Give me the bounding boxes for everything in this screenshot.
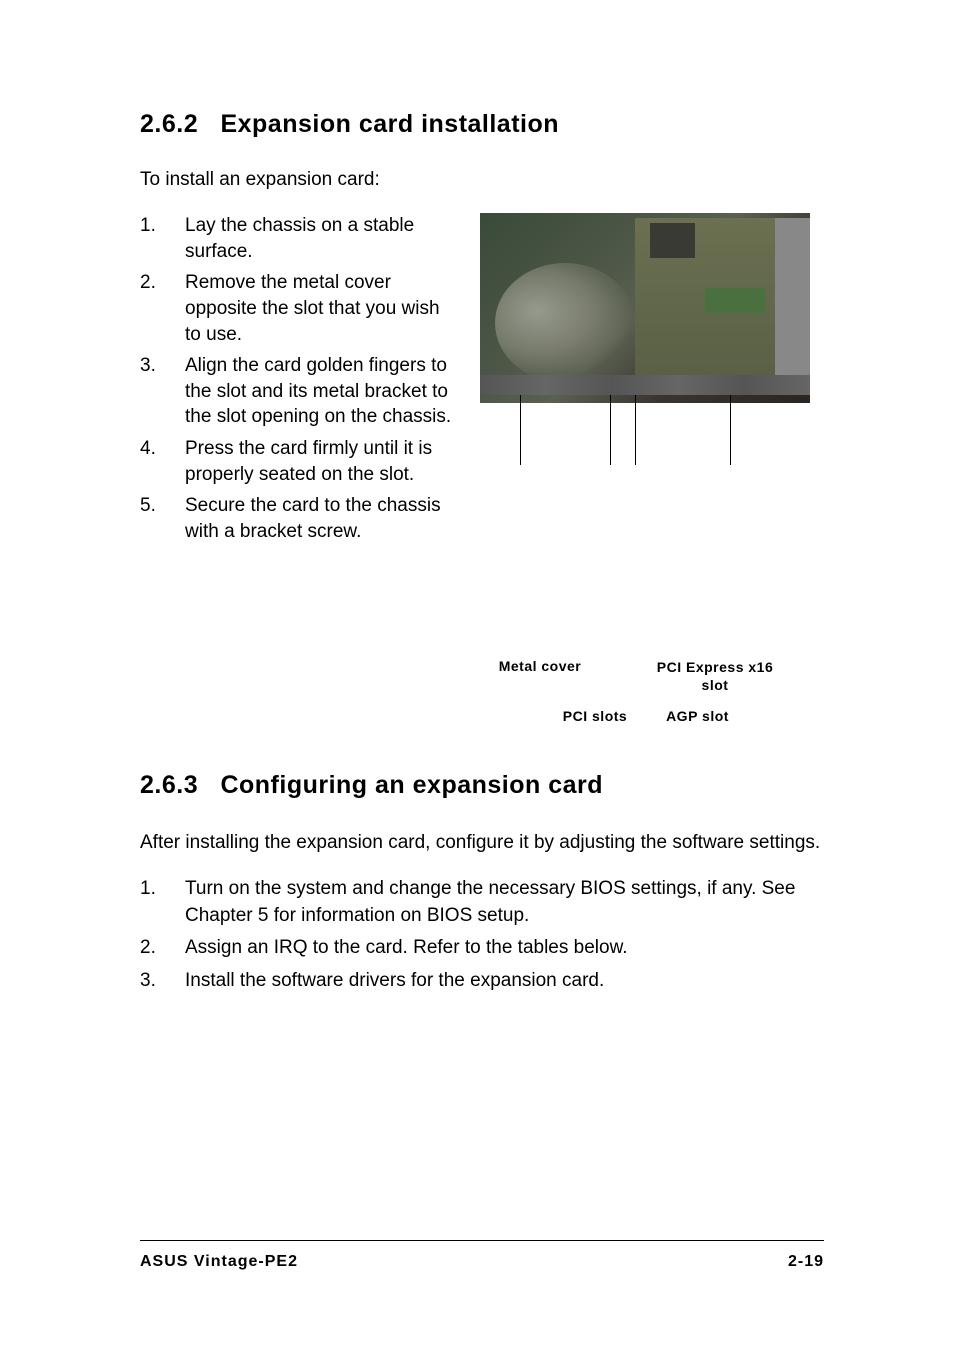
green-strip — [705, 288, 765, 313]
step-number: 4. — [140, 436, 185, 487]
footer-product: ASUS Vintage-PE2 — [140, 1253, 298, 1271]
step-text: Turn on the system and change the necess… — [185, 876, 824, 929]
page-footer: ASUS Vintage-PE2 2-19 — [140, 1240, 824, 1271]
step-item: 2. Remove the metal cover opposite the s… — [140, 270, 460, 347]
steps-column: 1. Lay the chassis on a stable surface. … — [140, 213, 460, 551]
pointer-line — [610, 395, 611, 465]
step-text: Assign an IRQ to the card. Refer to the … — [185, 935, 824, 962]
step-text: Remove the metal cover opposite the slot… — [185, 270, 460, 347]
pointer-line — [520, 395, 521, 465]
step-text: Press the card firmly until it is proper… — [185, 436, 460, 487]
metal-edge — [775, 218, 810, 378]
pointer-line — [730, 395, 731, 465]
step-text: Lay the chassis on a stable surface. — [185, 213, 460, 264]
section-title-2: Configuring an expansion card — [220, 771, 603, 799]
label-agp-slot: AGP slot — [655, 708, 740, 724]
label-pci-slots: PCI slots — [550, 708, 640, 724]
section1-intro: To install an expansion card: — [140, 169, 824, 191]
step-text: Secure the card to the chassis with a br… — [185, 493, 460, 544]
section-heading-1: 2.6.2 Expansion card installation — [140, 110, 824, 139]
section2-intro: After installing the expansion card, con… — [140, 830, 824, 857]
step-text: Align the card golden fingers to the slo… — [185, 353, 460, 430]
pointer-line — [635, 395, 636, 465]
step-number: 3. — [140, 968, 185, 995]
step-item: 3. Align the card golden fingers to the … — [140, 353, 460, 430]
cable-area — [495, 263, 635, 383]
step-item: 1. Lay the chassis on a stable surface. — [140, 213, 460, 264]
chassis-photo — [480, 213, 810, 403]
step-number: 2. — [140, 270, 185, 347]
steps-list-1: 1. Lay the chassis on a stable surface. … — [140, 213, 460, 545]
step-number: 2. — [140, 935, 185, 962]
section-heading-2: 2.6.3 Configuring an expansion card — [140, 771, 824, 800]
figure-column: Metal cover PCI Express x16 slot PCI slo… — [480, 213, 824, 551]
step-number: 1. — [140, 213, 185, 264]
step-text: Install the software drivers for the exp… — [185, 968, 824, 995]
step-item: 4. Press the card firmly until it is pro… — [140, 436, 460, 487]
section-title-1: Expansion card installation — [220, 110, 559, 138]
chip-detail — [650, 223, 695, 258]
step-item: 5. Secure the card to the chassis with a… — [140, 493, 460, 544]
section-number-2: 2.6.3 — [140, 771, 198, 799]
footer-page-number: 2-19 — [788, 1253, 824, 1271]
two-column-layout: 1. Lay the chassis on a stable surface. … — [140, 213, 824, 551]
installation-figure: Metal cover PCI Express x16 slot PCI slo… — [480, 213, 810, 403]
section-2: 2.6.3 Configuring an expansion card Afte… — [140, 771, 824, 995]
step-number: 3. — [140, 353, 185, 430]
step-number: 5. — [140, 493, 185, 544]
steps-list-2: 1. Turn on the system and change the nec… — [140, 876, 824, 994]
step-number: 1. — [140, 876, 185, 929]
label-metal-cover: Metal cover — [480, 658, 600, 674]
slot-area — [480, 375, 810, 395]
step-item: 2. Assign an IRQ to the card. Refer to t… — [140, 935, 824, 962]
label-pci-express: PCI Express x16 slot — [650, 658, 780, 694]
step-item: 1. Turn on the system and change the nec… — [140, 876, 824, 929]
step-item: 3. Install the software drivers for the … — [140, 968, 824, 995]
section-number-1: 2.6.2 — [140, 110, 198, 138]
